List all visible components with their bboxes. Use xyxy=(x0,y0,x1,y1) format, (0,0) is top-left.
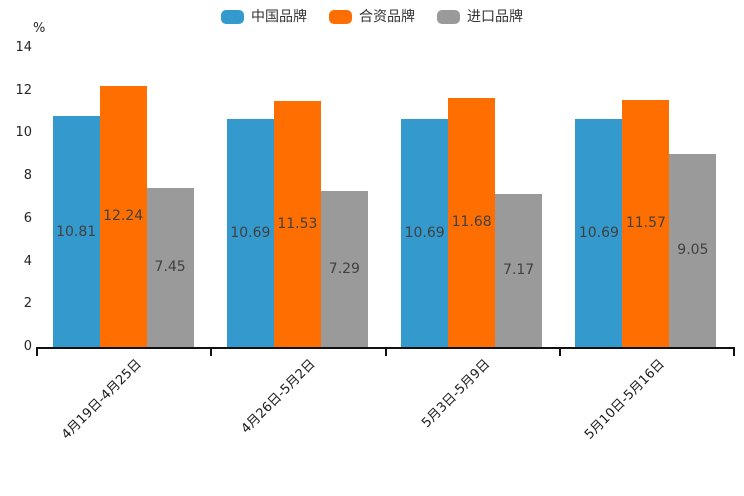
y-axis-tick-label: 8 xyxy=(23,168,32,184)
x-axis-tick-mark xyxy=(36,349,38,356)
legend-item-china-brand[interactable]: 中国品牌 xyxy=(221,8,307,26)
bar-value-label: 11.57 xyxy=(625,215,666,232)
bar-value-label: 7.17 xyxy=(503,262,535,279)
bar-value-label: 7.45 xyxy=(154,259,186,276)
bar-value-label: 10.81 xyxy=(56,223,97,240)
x-axis-tick-mark xyxy=(733,349,735,356)
legend-item-label: 中国品牌 xyxy=(251,9,307,25)
bar-value-label: 10.69 xyxy=(578,224,619,241)
x-axis-tick-mark xyxy=(210,349,213,356)
legend: 中国品牌 合资品牌 进口品牌 xyxy=(0,8,744,26)
y-axis-tick-label: 10 xyxy=(15,125,32,141)
x-axis-category-label: 4月26日-5月2日 xyxy=(238,356,319,437)
bar-进口品牌-3[interactable]: 7.17 xyxy=(495,193,543,347)
bar-合资品牌-3[interactable]: 11.68 xyxy=(448,97,496,347)
bar-value-label: 12.24 xyxy=(103,208,144,225)
bar-进口品牌-1[interactable]: 7.45 xyxy=(146,187,194,347)
x-axis-line xyxy=(36,347,735,349)
x-axis-tick-mark xyxy=(384,349,387,356)
legend-item-label: 进口品牌 xyxy=(467,9,523,25)
legend-swatch-icon xyxy=(329,10,352,24)
bar-中国品牌-4[interactable]: 10.69 xyxy=(575,118,623,347)
y-axis-tick-label: 14 xyxy=(15,40,32,55)
bar-value-label: 9.05 xyxy=(677,242,709,259)
y-axis-tick-label: 6 xyxy=(23,210,32,226)
bar-合资品牌-2[interactable]: 11.53 xyxy=(273,100,321,347)
x-axis-category-label: 5月10日-5月16日 xyxy=(581,356,668,443)
legend-item-joint-venture-brand[interactable]: 合资品牌 xyxy=(329,8,415,26)
y-axis-unit-label: % xyxy=(33,21,46,36)
x-axis-category-label: 5月3日-5月9日 xyxy=(418,356,494,431)
bar-value-label: 11.53 xyxy=(277,215,318,232)
legend-item-label: 合资品牌 xyxy=(359,9,415,25)
legend-swatch-icon xyxy=(221,10,244,24)
bar-合资品牌-4[interactable]: 11.57 xyxy=(622,99,670,347)
y-axis-tick-label: 12 xyxy=(15,82,32,98)
x-axis-category-label: 4月19日-4月25日 xyxy=(58,356,145,443)
x-axis-tick-mark xyxy=(558,349,561,356)
bar-value-label: 10.69 xyxy=(230,224,271,241)
bar-合资品牌-1[interactable]: 12.24 xyxy=(99,85,147,347)
bar-value-label: 11.68 xyxy=(451,214,492,231)
y-axis-tick-label: 2 xyxy=(23,296,32,312)
y-axis-tick-label: 4 xyxy=(23,253,32,269)
y-axis-tick-label: 0 xyxy=(23,339,32,354)
legend-item-imported-brand[interactable]: 进口品牌 xyxy=(437,8,523,26)
bar-value-label: 10.69 xyxy=(404,224,445,241)
bar-中国品牌-2[interactable]: 10.69 xyxy=(226,118,274,347)
bar-进口品牌-2[interactable]: 7.29 xyxy=(320,191,368,347)
bar-中国品牌-3[interactable]: 10.69 xyxy=(401,118,449,347)
bar-中国品牌-1[interactable]: 10.81 xyxy=(52,116,100,347)
bar-进口品牌-4[interactable]: 9.05 xyxy=(669,153,717,347)
legend-swatch-icon xyxy=(437,10,460,24)
bar-value-label: 7.29 xyxy=(328,261,360,278)
